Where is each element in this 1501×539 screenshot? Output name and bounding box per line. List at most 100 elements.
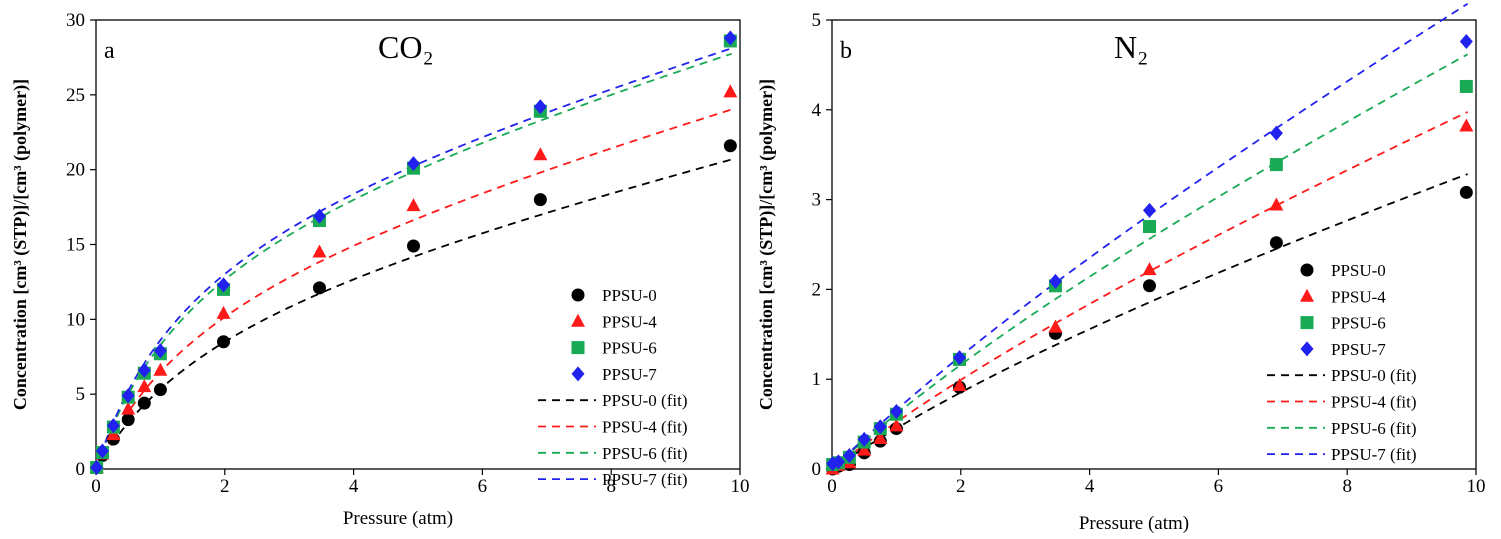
fit-curve	[831, 53, 1469, 470]
x-tick-label: 6	[1214, 476, 1224, 497]
data-point	[889, 404, 903, 420]
legend-entry: PPSU-6	[602, 339, 657, 358]
panel-a-co2: 0 2 4 6 8 10 0 5 10 15 20 25 30 Pressure (atm) Concent…	[10, 10, 750, 529]
data-point	[106, 418, 120, 434]
data-point	[831, 454, 845, 470]
data-point	[153, 383, 167, 397]
data-point	[153, 343, 167, 359]
data-point	[121, 401, 136, 415]
x-tick-label: 2	[220, 476, 230, 497]
y-tick-label: 1	[812, 369, 822, 390]
data-point	[873, 419, 887, 435]
panel-b-n2: 0 2 4 6 8 10 0 1 2 3 4 5 Pressure (atm) Concentration…	[756, 3, 1486, 534]
data-point	[137, 379, 152, 393]
data-point	[312, 281, 326, 295]
x-axis-label: Pressure (atm)	[343, 508, 453, 529]
data-point	[406, 156, 420, 172]
legend-entry: PPSU-4 (fit)	[602, 418, 687, 437]
data-point	[1459, 79, 1473, 93]
x-tick-label: 8	[606, 476, 616, 497]
data-point	[216, 305, 231, 319]
data-point	[121, 413, 135, 427]
y-tick-label: 30	[66, 10, 85, 31]
x-tick-label: 0	[91, 476, 101, 497]
y-tick-label: 10	[66, 309, 85, 330]
data-point	[533, 99, 547, 115]
y-axis-label: Concentration [cm³ (STP)]/[cm³ (polymer)…	[10, 79, 31, 410]
data-point	[1048, 319, 1063, 333]
legend-entry: PPSU-4	[1331, 287, 1386, 306]
y-tick-label: 0	[76, 459, 86, 480]
legend-entry: PPSU-4	[602, 312, 657, 331]
data-point	[889, 418, 904, 432]
x-tick-label: 8	[1342, 476, 1352, 497]
data-point	[1269, 125, 1283, 141]
legend-entry: PPSU-6 (fit)	[602, 444, 687, 463]
data-point	[153, 362, 168, 376]
x-axis-label: Pressure (atm)	[1079, 513, 1189, 534]
data-point	[217, 277, 231, 293]
x-tick-label: 4	[1085, 476, 1095, 497]
data-point	[90, 460, 104, 476]
legend-entry: PPSU-6 (fit)	[1331, 419, 1416, 438]
y-tick-label: 20	[66, 160, 85, 181]
data-point	[1142, 262, 1157, 276]
panel-title: N₂	[1114, 29, 1148, 65]
data-point	[1142, 279, 1156, 293]
data-point	[857, 431, 871, 447]
fit-curve	[831, 173, 1468, 470]
data-point	[1269, 158, 1283, 172]
data-point	[533, 193, 547, 207]
data-point	[312, 244, 327, 258]
legend-marker	[571, 288, 585, 302]
y-tick-label: 25	[66, 85, 85, 106]
legend: PPSU-0 PPSU-4 PPSU-6 PPSU-7 PPSU-0 (fit) PPSU…	[538, 286, 687, 489]
legend-marker	[1300, 263, 1314, 277]
legend-entry: PPSU-0 (fit)	[1331, 366, 1416, 385]
y-tick-label: 5	[812, 10, 822, 31]
legend-marker	[571, 366, 585, 382]
fit-curve	[95, 108, 732, 470]
panel-label: b	[840, 38, 852, 64]
x-tick-label: 4	[349, 476, 359, 497]
y-tick-label: 5	[76, 384, 86, 405]
x-tick-label: 0	[827, 476, 837, 497]
data-point	[1269, 197, 1284, 211]
x-tick-label: 10	[1467, 476, 1486, 497]
plot-frame	[831, 19, 1477, 470]
panel-label: a	[104, 38, 115, 64]
data-point	[857, 442, 872, 456]
data-point	[533, 147, 548, 161]
x-tick-label: 2	[956, 476, 966, 497]
legend-entry: PPSU-7 (fit)	[602, 470, 687, 489]
legend-entry: PPSU-7	[1331, 340, 1386, 359]
data-point	[137, 396, 151, 410]
data-point	[406, 198, 421, 212]
data-point	[1142, 202, 1156, 218]
legend-marker	[1300, 288, 1314, 302]
data-point	[95, 443, 109, 459]
y-tick-label: 4	[812, 100, 822, 121]
legend: PPSU-0 PPSU-4 PPSU-6 PPSU-7 PPSU-0 (fit) PPSU…	[1267, 261, 1416, 464]
data-point	[723, 30, 737, 46]
legend-marker	[1300, 341, 1314, 357]
y-tick-label: 2	[812, 279, 822, 300]
y-axis-label: Concentration [cm³ (STP)]/[cm³ (polymer)…	[756, 79, 777, 410]
y-tick-label: 3	[812, 190, 822, 211]
legend-entry: PPSU-7	[602, 365, 657, 384]
legend-entry: PPSU-4 (fit)	[1331, 393, 1416, 412]
x-tick-label: 6	[478, 476, 488, 497]
data-point	[1048, 273, 1062, 289]
fit-curve	[95, 158, 732, 470]
data-point	[217, 335, 231, 349]
legend-entry: PPSU-7 (fit)	[1331, 445, 1416, 464]
data-point	[121, 388, 135, 404]
data-point	[312, 208, 326, 224]
legend-entry: PPSU-0 (fit)	[602, 391, 687, 410]
legend-entry: PPSU-0	[1331, 261, 1386, 280]
y-tick-label: 0	[812, 459, 822, 480]
legend-marker	[571, 313, 585, 327]
data-point	[873, 430, 888, 444]
data-point	[1459, 118, 1474, 132]
